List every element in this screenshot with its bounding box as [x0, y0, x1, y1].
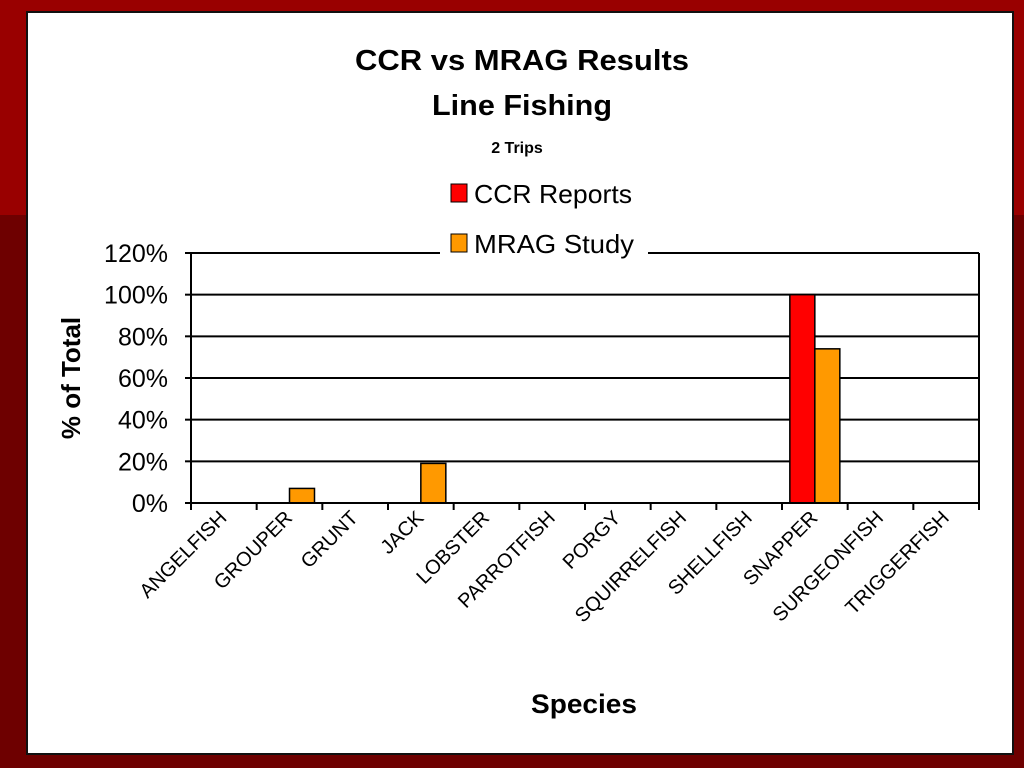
y-tick-label: 100%	[104, 282, 168, 310]
y-tick-label: 20%	[118, 448, 168, 476]
bars	[288, 293, 841, 504]
legend-label-mrag-study: MRAG Study	[474, 229, 634, 259]
legend-swatch-mrag-study	[450, 233, 468, 253]
x-tick-label: SQUIRRELFISH	[571, 507, 691, 627]
x-tick-label: SURGEONFISH	[769, 507, 888, 626]
y-tick-label: 80%	[118, 323, 168, 351]
y-tick-label: 60%	[118, 365, 168, 393]
x-axis-title: Species	[531, 689, 637, 719]
chart-title: CCR vs MRAG Results	[355, 45, 689, 77]
bar-mrag-study-snapper	[814, 348, 841, 504]
y-tick-label: 0%	[132, 490, 168, 518]
y-axis-title: % of Total	[56, 317, 86, 439]
chart-subtitle-trips: 2 Trips	[491, 140, 543, 157]
legend-label-ccr-reports: CCR Reports	[474, 179, 632, 209]
axes	[190, 253, 980, 504]
legend-box	[440, 174, 648, 266]
x-tick-label: ANGELFISH	[136, 507, 232, 603]
bar-mrag-study-grouper	[288, 487, 316, 504]
bar-mrag-study-jack	[420, 462, 447, 504]
y-tick-label: 40%	[118, 407, 168, 435]
x-tick-label: PORGY	[559, 507, 626, 574]
y-tick-label: 120%	[104, 240, 168, 268]
x-tick-label: GRUNT	[297, 507, 363, 573]
chart-subtitle: Line Fishing	[432, 90, 612, 122]
legend-swatch-ccr-reports	[450, 183, 468, 203]
bar-ccr-reports-snapper	[789, 293, 816, 504]
x-tick-label: JACK	[377, 507, 429, 559]
gridlines	[191, 252, 979, 463]
y-axis-ticks: 0% 20% 40% 60% 80% 100% 120%	[104, 240, 191, 518]
